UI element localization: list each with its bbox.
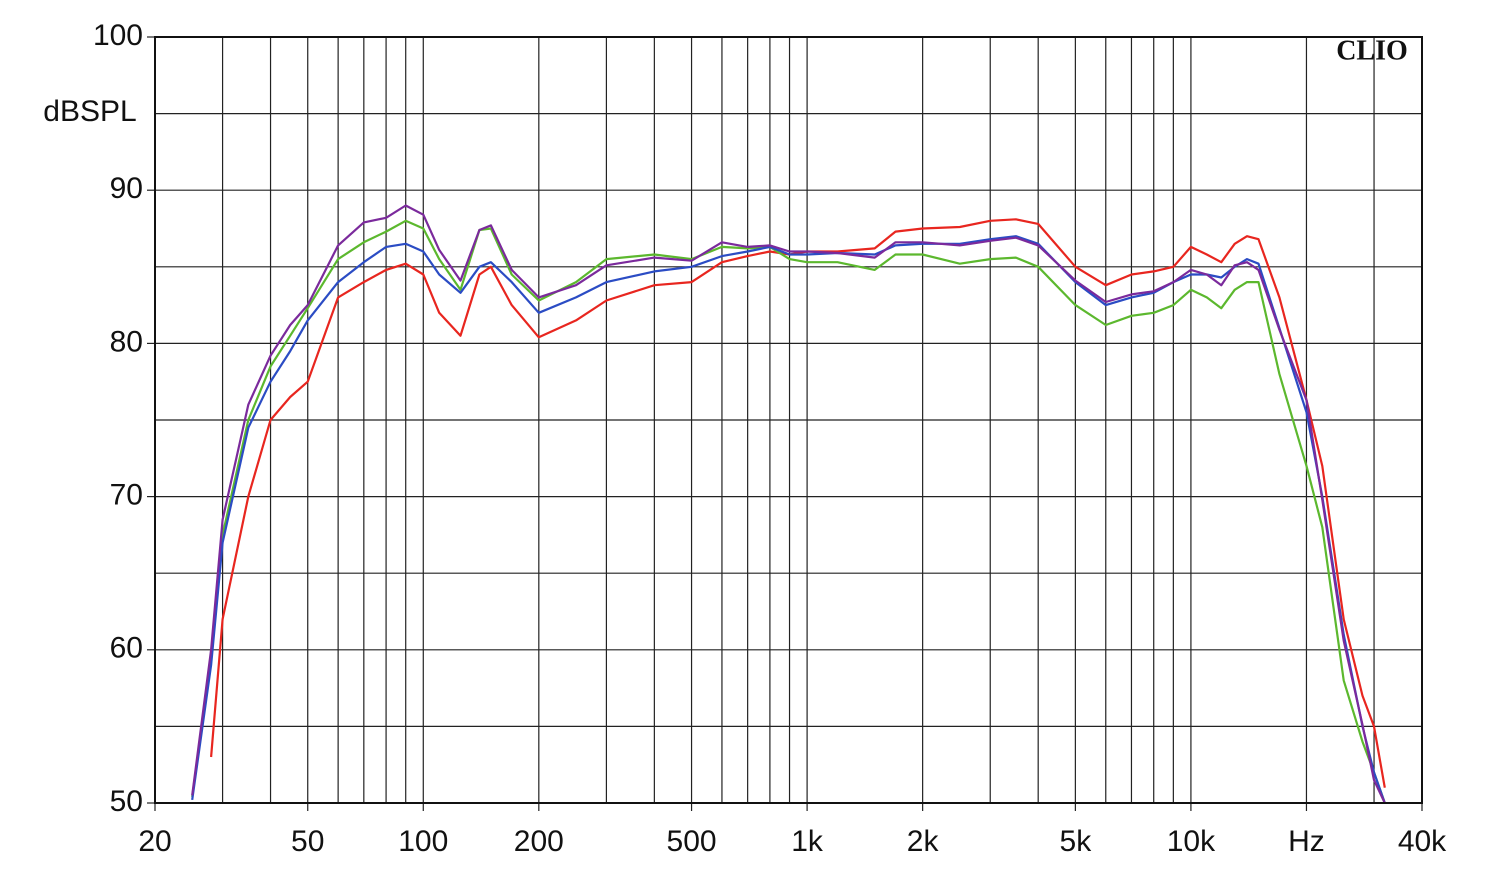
x-tick-label: 20 bbox=[138, 825, 171, 858]
x-tick-label: 1k bbox=[791, 825, 824, 858]
y-tick-label: 70 bbox=[110, 479, 143, 512]
y-axis-label: dBSPL bbox=[43, 95, 136, 128]
y-tick-label: 50 bbox=[110, 785, 143, 818]
x-tick-label: 200 bbox=[514, 825, 564, 858]
y-tick-label: 60 bbox=[110, 632, 143, 665]
series-line bbox=[210, 218, 1386, 788]
plot-frame bbox=[154, 36, 1423, 804]
series-line bbox=[191, 204, 1386, 804]
annotation: CLIO bbox=[1336, 35, 1408, 66]
x-tick-label: 5k bbox=[1060, 825, 1093, 858]
x-tick-label: Hz bbox=[1288, 825, 1325, 858]
x-tick-label: 50 bbox=[291, 825, 324, 858]
x-tick-label: 500 bbox=[667, 825, 717, 858]
series-line bbox=[191, 235, 1386, 804]
y-tick-label: 90 bbox=[110, 172, 143, 205]
x-tick-label: 10k bbox=[1167, 825, 1216, 858]
y-tick-label: 80 bbox=[110, 325, 143, 358]
x-tick-label: 2k bbox=[907, 825, 940, 858]
x-tick-label: 40k bbox=[1398, 825, 1447, 858]
series-line bbox=[191, 219, 1386, 804]
x-tick-label: 100 bbox=[398, 825, 448, 858]
y-tick-label: 100 bbox=[93, 19, 143, 52]
